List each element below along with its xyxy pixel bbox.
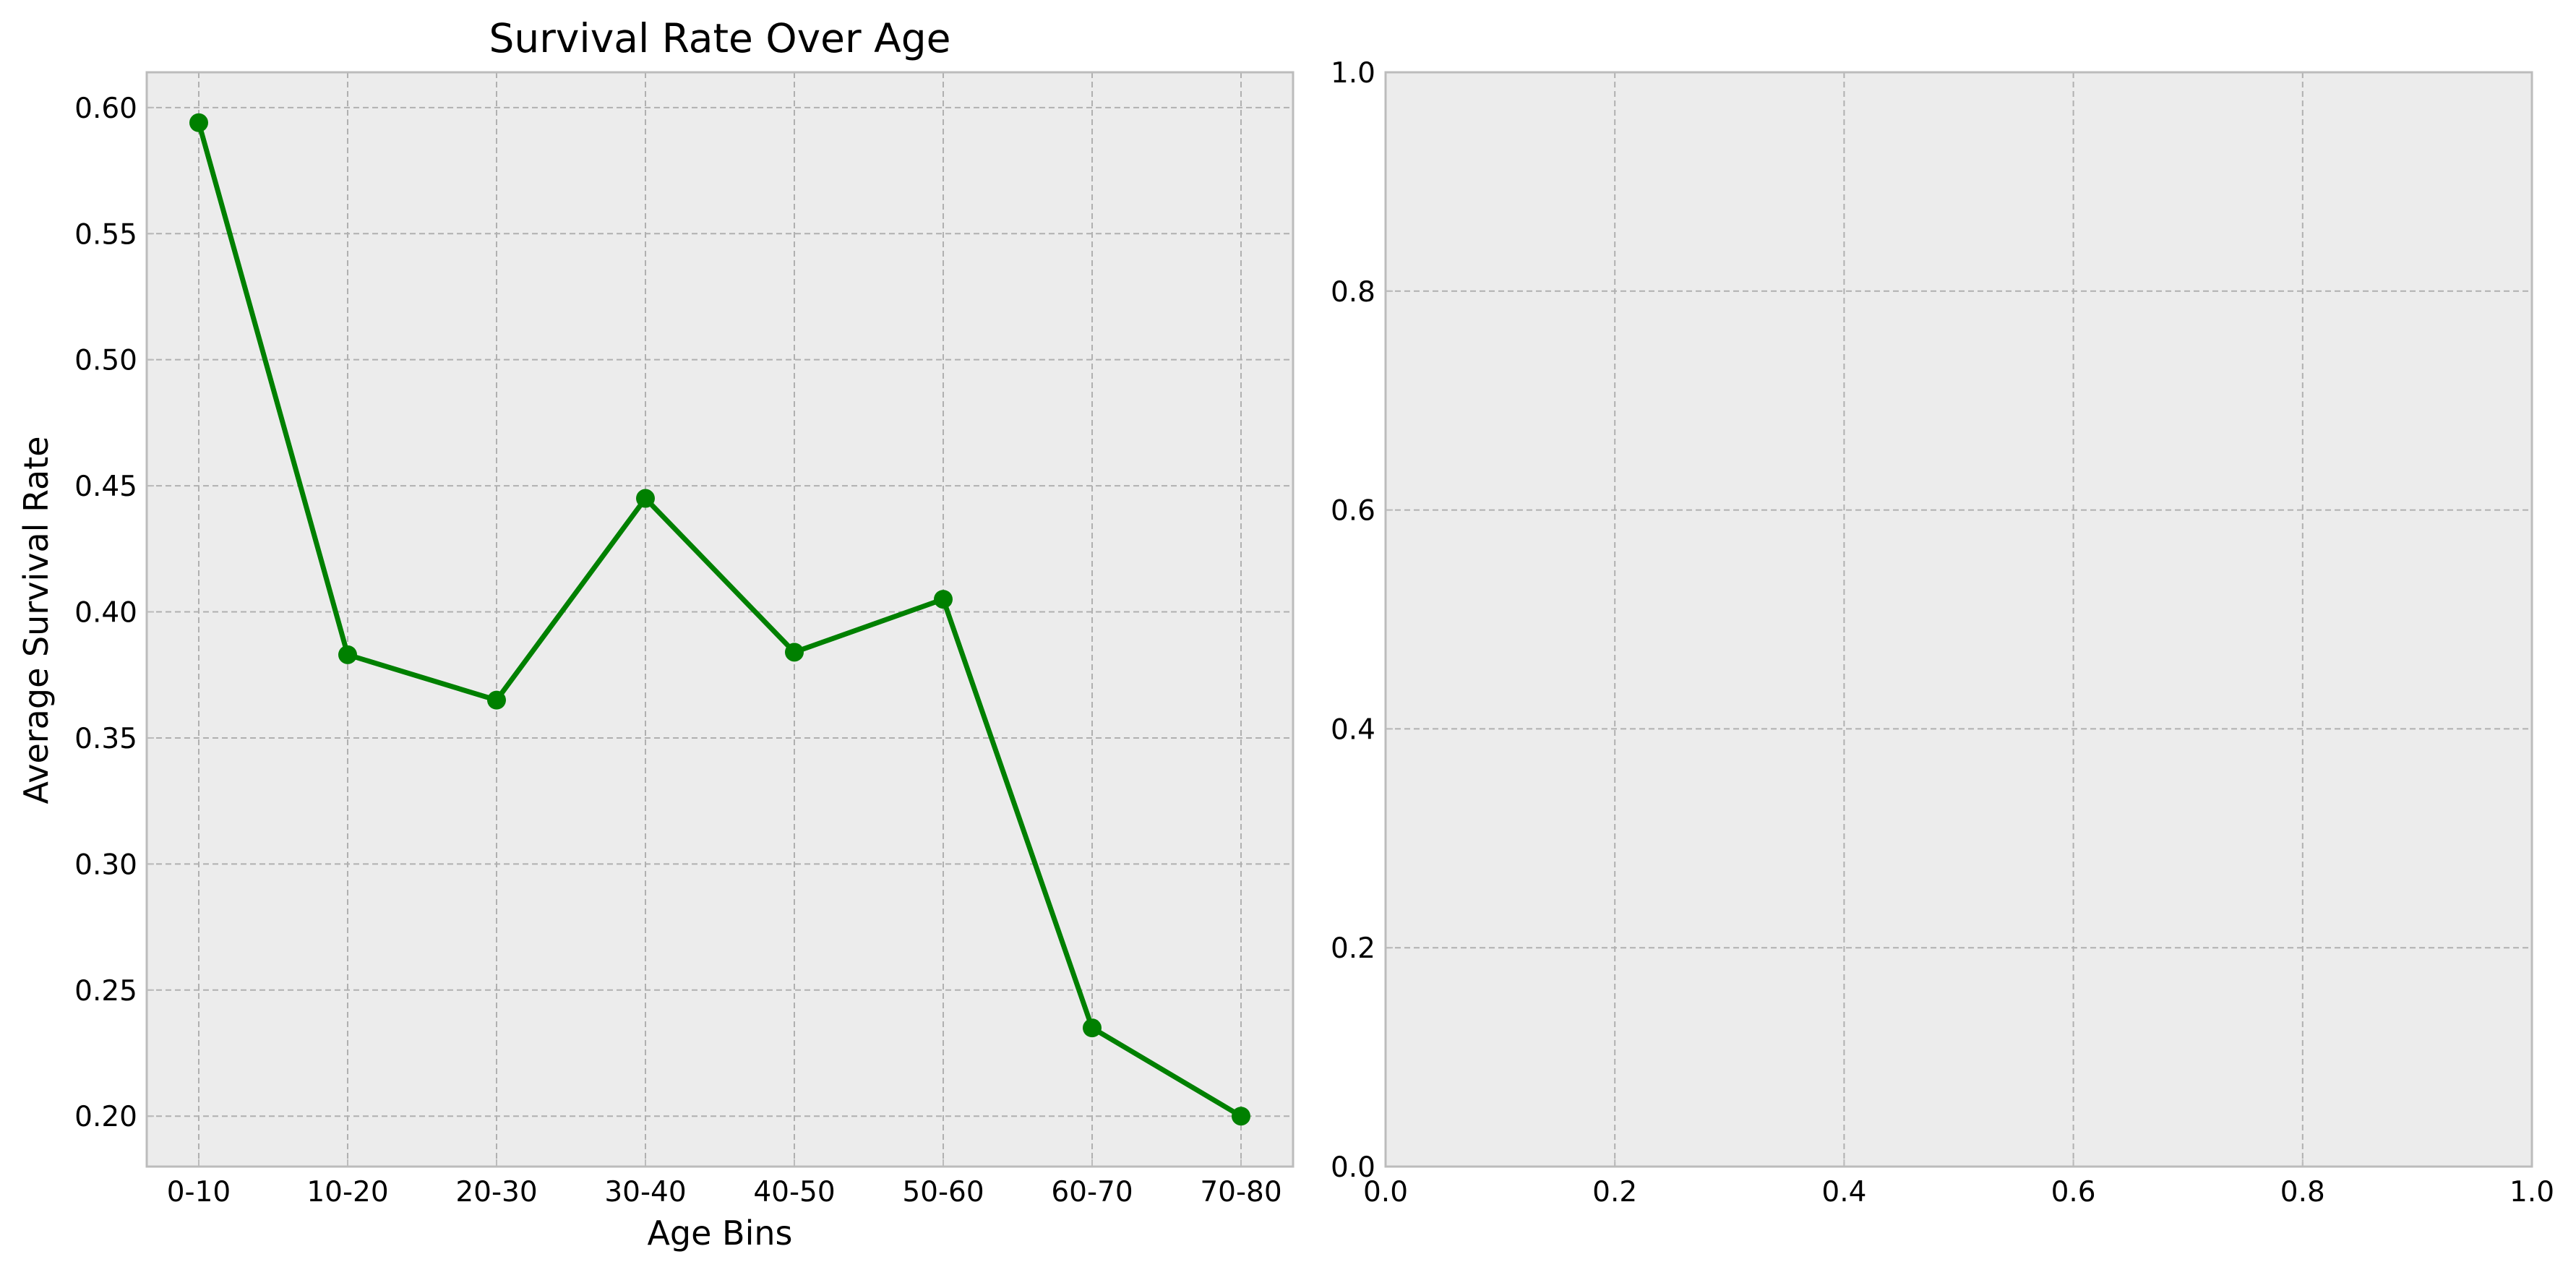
empty-chart: 0.0 0.2 0.4 0.6 0.8 1.0 0.0 0.2 0.4 0.6 0.8 1.0: [1331, 57, 2554, 1209]
survival-rate-chart: 0-10 10-20 20-30 30-40 40-50 50-60 60-70 70-80 …: [17, 15, 1295, 1253]
right-axes-frame: [1384, 71, 2533, 1168]
x-tick-label: 30-40: [604, 1176, 686, 1209]
data-point: [1083, 1018, 1102, 1038]
y-tick-label: 0.6: [1331, 495, 1375, 528]
x-tick-label: 1.0: [2510, 1176, 2554, 1209]
left-x-ticks: 0-10 10-20 20-30 30-40 40-50 50-60 60-70 70-80: [167, 1159, 1282, 1209]
y-tick-label: 0.35: [74, 723, 137, 755]
chart-title: Survival Rate Over Age: [489, 15, 951, 61]
y-tick-label: 0.45: [74, 471, 137, 503]
left-y-ticks: 0.20 0.25 0.30 0.35 0.40 0.45 0.50 0.55 0.60: [74, 93, 154, 1133]
survival-rate-series: [189, 113, 1250, 1126]
y-tick-label: 0.25: [74, 975, 137, 1008]
x-tick-label: 40-50: [753, 1176, 835, 1209]
y-tick-label: 0.8: [1331, 276, 1375, 309]
survival-rate-line: [196, 121, 1242, 1119]
data-point: [189, 113, 208, 132]
x-axis-label: Age Bins: [647, 1214, 792, 1253]
y-tick-label: 0.2: [1331, 932, 1375, 965]
left-plot-area: [147, 72, 1293, 1167]
x-tick-label: 0-10: [167, 1176, 231, 1209]
x-tick-label: 0.6: [2051, 1176, 2096, 1209]
right-y-ticks: 0.0 0.2 0.4 0.6 0.8 1.0: [1331, 57, 1393, 1184]
x-tick-label: 10-20: [306, 1176, 388, 1209]
data-point: [1232, 1107, 1250, 1126]
y-tick-label: 0.4: [1331, 713, 1375, 746]
data-point: [934, 590, 953, 609]
data-point: [785, 643, 804, 662]
right-plot-area: [1386, 72, 2532, 1167]
data-point: [487, 690, 506, 710]
x-tick-label: 50-60: [902, 1176, 984, 1209]
y-tick-label: 0.30: [74, 849, 137, 881]
y-tick-label: 0.55: [74, 218, 137, 251]
y-tick-label: 0.40: [74, 597, 137, 630]
x-tick-label: 0.0: [1363, 1176, 1408, 1209]
y-tick-label: 0.50: [74, 345, 137, 377]
y-axis-label: Average Survival Rate: [17, 436, 56, 804]
data-point: [338, 645, 357, 664]
y-tick-label: 0.20: [74, 1101, 137, 1133]
x-tick-label: 60-70: [1051, 1176, 1133, 1209]
x-tick-label: 0.8: [2280, 1176, 2325, 1209]
y-tick-label: 1.0: [1331, 57, 1375, 90]
y-tick-label: 0.0: [1331, 1151, 1375, 1184]
x-tick-label: 0.4: [1821, 1176, 1866, 1209]
x-tick-label: 70-80: [1200, 1176, 1281, 1209]
left-axes-frame: [145, 71, 1295, 1168]
right-gridlines: [1386, 72, 2532, 1167]
x-tick-label: 20-30: [455, 1176, 537, 1209]
data-point: [636, 489, 655, 508]
right-x-ticks: 0.0 0.2 0.4 0.6 0.8 1.0: [1363, 1159, 2554, 1209]
x-tick-label: 0.2: [1592, 1176, 1637, 1209]
y-tick-label: 0.60: [74, 93, 137, 125]
